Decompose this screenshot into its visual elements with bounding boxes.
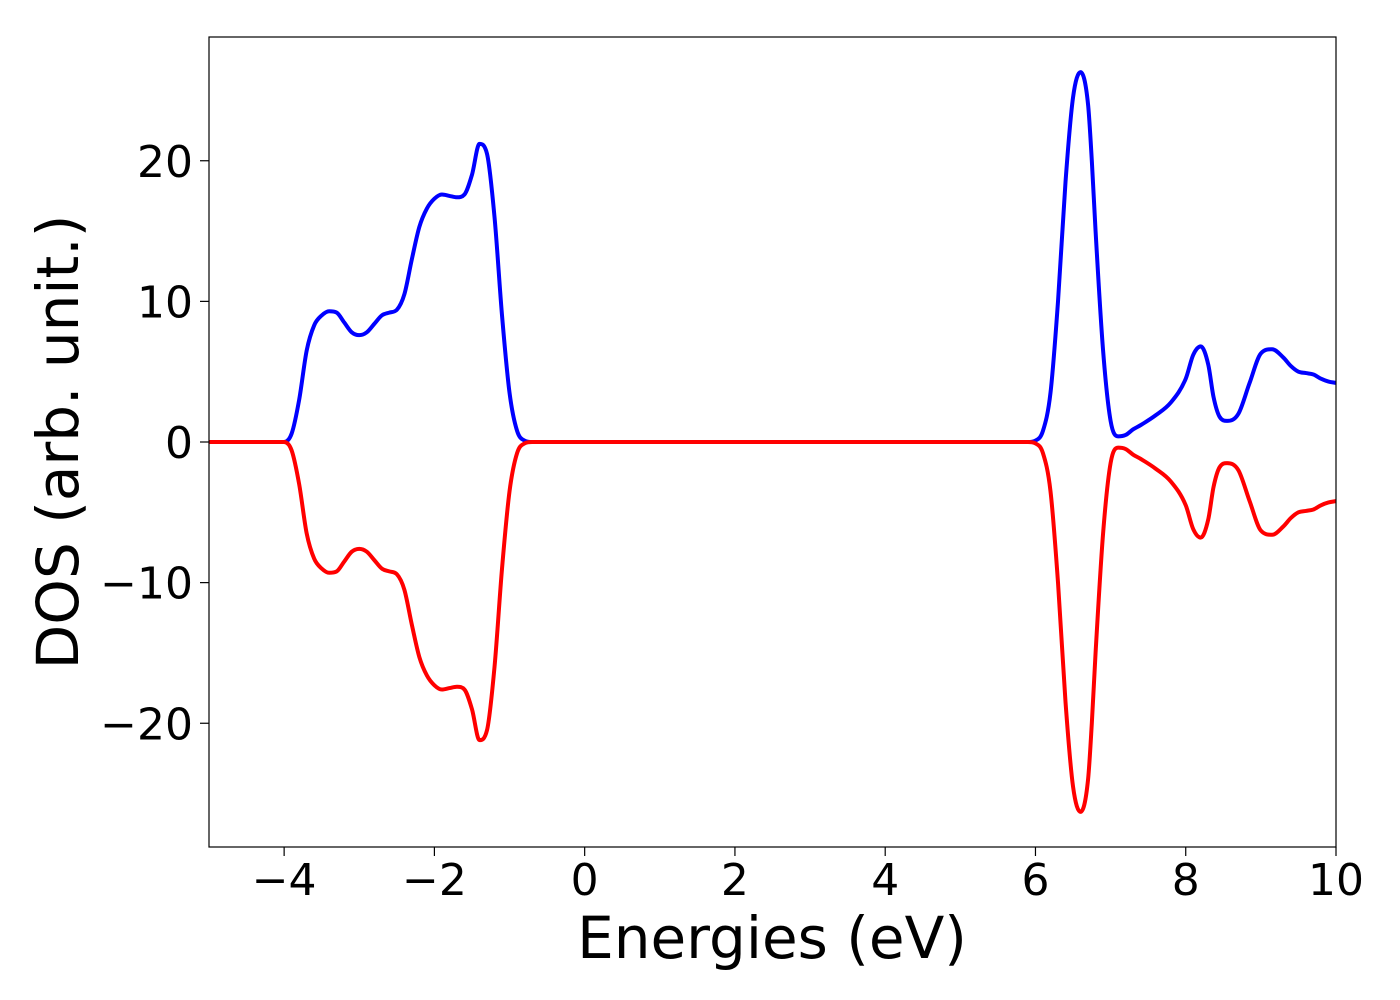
- x-axis-label: Energies (eV): [577, 904, 967, 972]
- x-tick-label: 10: [1308, 855, 1364, 906]
- x-tick-label: 8: [1172, 855, 1200, 906]
- x-tick-label: −4: [252, 855, 317, 906]
- y-tick-label: −20: [100, 699, 193, 750]
- series-line-spin-up: [209, 70, 1337, 445]
- series-line-spin-down: [209, 439, 1337, 814]
- series-layer: [209, 70, 1337, 814]
- x-tick-label: 2: [721, 855, 749, 906]
- x-axis-ticks: −4 −2 0 2 4 6 8 10: [252, 847, 1364, 906]
- y-tick-label: 10: [137, 277, 193, 328]
- x-tick-label: 4: [871, 855, 899, 906]
- x-tick-label: −2: [402, 855, 467, 906]
- y-axis-label: DOS (arb. unit.): [24, 215, 92, 670]
- y-tick-label: 20: [137, 137, 193, 188]
- x-tick-label: 6: [1021, 855, 1049, 906]
- y-tick-label: −10: [100, 559, 193, 610]
- y-tick-label: 0: [165, 418, 193, 469]
- x-tick-label: 0: [571, 855, 599, 906]
- y-axis-ticks: −20 −10 0 10 20: [100, 137, 209, 750]
